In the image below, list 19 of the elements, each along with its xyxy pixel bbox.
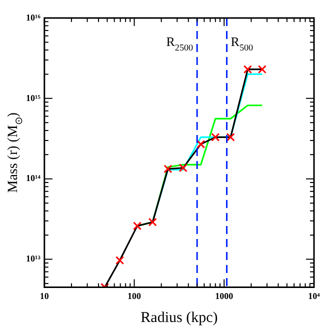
point [226,132,235,142]
x-axis-title: Radius (kpc) [140,310,218,326]
point [243,65,252,74]
y-tick-label: 10¹⁵ [26,92,41,103]
point [178,164,188,172]
x-tick-label: 1000 [215,290,234,301]
y-tick-label: 10¹⁶ [26,12,41,22]
x-tick-label: 10 [40,290,50,301]
point [164,164,172,174]
point [115,256,124,265]
y-tick-label: 10¹³ [26,254,41,264]
point [132,222,142,230]
x-tick-label: 100 [128,290,142,301]
y-tick-label: 10¹⁴ [26,173,41,184]
point [258,65,266,74]
x-tick-label: 10⁴ [308,290,320,301]
y-axis-title: Mass (r) (M⊙) [6,112,25,193]
point [211,132,220,142]
point [148,218,157,226]
